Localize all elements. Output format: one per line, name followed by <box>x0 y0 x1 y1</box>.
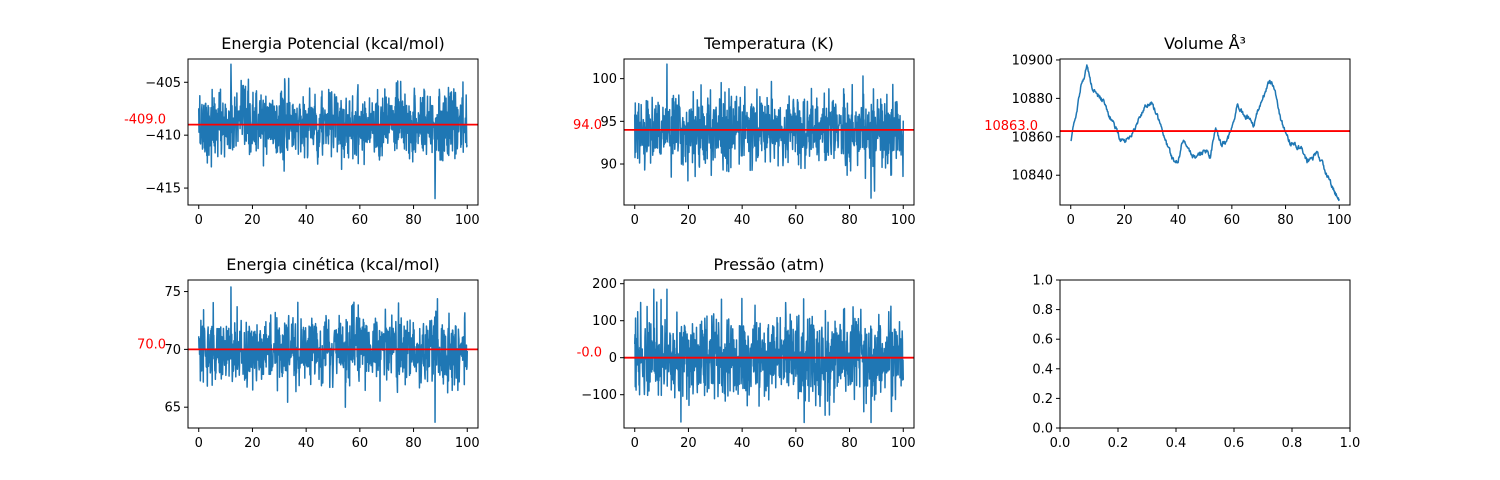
y-tick-label: 0.2 <box>1032 392 1053 407</box>
chart-panel-5: -0.0 0 20 40 60 80 100 −100 0 100 200 Pressão (atm) <box>577 255 916 451</box>
mean-label: -0.0 <box>577 346 602 361</box>
y-tick-label: 95 <box>600 115 617 130</box>
y-tick-label: 10840 <box>1012 169 1053 184</box>
x-tick-label: 100 <box>455 436 480 451</box>
x-tick-label: 60 <box>788 213 805 228</box>
y-tick-label: −100 <box>581 388 617 403</box>
x-tick-label: 80 <box>405 436 422 451</box>
x-tick-label: 0 <box>631 436 639 451</box>
x-tick-label: 40 <box>298 436 315 451</box>
y-tick-label: 100 <box>592 72 617 87</box>
axes-frame <box>623 58 915 206</box>
x-tick-label: 100 <box>1327 213 1352 228</box>
y-tick-label: 0.6 <box>1032 333 1053 348</box>
chart-panel-1: -409.0 0 20 40 60 80 100 −405 −410 −415 Energia Po… <box>124 34 480 228</box>
x-tick-label: 80 <box>841 213 858 228</box>
y-tick-label: 0.4 <box>1032 362 1053 377</box>
x-tick-label: 80 <box>405 213 422 228</box>
y-tick-label: 10900 <box>1012 53 1053 68</box>
y-tick-label: 75 <box>164 285 181 300</box>
axes-frame <box>187 279 479 429</box>
x-tick-label: 100 <box>455 213 480 228</box>
x-tick-label: 60 <box>352 213 369 228</box>
series-line <box>633 288 905 424</box>
x-tick-label: 20 <box>680 213 697 228</box>
chart-panel-2: 94.0 0 20 40 60 80 100 90 95 100 Temperatura (K) <box>573 34 916 228</box>
x-tick-label: 0.2 <box>1108 436 1129 451</box>
x-tick-label: 20 <box>244 436 261 451</box>
x-tick-label: 0 <box>195 436 203 451</box>
y-tick-label: 70 <box>164 343 181 358</box>
chart-title: Pressão (atm) <box>714 255 825 274</box>
x-tick-label: 60 <box>1224 213 1241 228</box>
series-line <box>1070 64 1340 202</box>
x-tick-label: 0 <box>195 213 203 228</box>
mean-label: 10863.0 <box>984 119 1038 134</box>
y-tick-label: −405 <box>145 76 181 91</box>
y-tick-label: 1.0 <box>1032 274 1053 289</box>
series-line <box>197 63 468 200</box>
chart-title: Temperatura (K) <box>703 34 834 53</box>
y-tick-label: 0.8 <box>1032 303 1053 318</box>
chart-title: Volume Å³ <box>1164 34 1246 53</box>
x-tick-label: 80 <box>1277 213 1294 228</box>
x-tick-label: 20 <box>1116 213 1133 228</box>
y-tick-label: −410 <box>145 129 181 144</box>
x-tick-label: 0 <box>631 213 639 228</box>
series-line <box>197 286 469 423</box>
x-tick-label: 0.6 <box>1224 436 1245 451</box>
axes-frame <box>187 58 479 206</box>
series-line <box>633 63 905 199</box>
y-tick-label: 90 <box>600 158 617 173</box>
x-tick-label: 20 <box>244 213 261 228</box>
y-tick-label: 65 <box>164 401 181 416</box>
y-tick-label: 100 <box>592 314 617 329</box>
x-tick-label: 0 <box>1067 213 1075 228</box>
x-tick-label: 100 <box>891 213 916 228</box>
x-tick-label: 60 <box>352 436 369 451</box>
chart-title: Energia Potencial (kcal/mol) <box>221 34 445 53</box>
x-tick-label: 80 <box>841 436 858 451</box>
mean-label: 94.0 <box>573 118 602 133</box>
axes-frame <box>1059 279 1351 429</box>
axes-frame <box>623 279 915 429</box>
x-tick-label: 40 <box>298 213 315 228</box>
x-tick-label: 60 <box>788 436 805 451</box>
x-tick-label: 40 <box>1170 213 1187 228</box>
x-tick-label: 20 <box>680 436 697 451</box>
x-tick-label: 0.8 <box>1282 436 1303 451</box>
chart-title: Energia cinética (kcal/mol) <box>226 255 440 274</box>
x-tick-label: 1.0 <box>1340 436 1361 451</box>
x-tick-label: 100 <box>891 436 916 451</box>
mean-label: 70.0 <box>137 337 166 352</box>
y-tick-label: 200 <box>592 277 617 292</box>
y-tick-label: 0.0 <box>1032 422 1053 437</box>
chart-panel-3: 10863.0 0 20 40 60 80 100 10840 10860 10880 10900 V… <box>984 34 1351 228</box>
chart-panel-4: 70.0 0 20 40 60 80 100 65 70 75 Energia cinética (… <box>137 255 480 451</box>
axes-frame <box>1059 58 1351 206</box>
y-tick-label: −415 <box>145 182 181 197</box>
y-tick-label: 0 <box>609 351 617 366</box>
y-tick-label: 10880 <box>1012 92 1053 107</box>
chart-panel-6: 0.0 0.2 0.4 0.6 0.8 1.0 0.0 0.2 0.4 0.6 0.8 1.0 <box>1032 274 1360 452</box>
y-tick-label: 10860 <box>1012 130 1053 145</box>
x-tick-label: 0.4 <box>1166 436 1187 451</box>
mean-label: -409.0 <box>124 113 166 128</box>
x-tick-label: 0.0 <box>1050 436 1071 451</box>
x-tick-label: 40 <box>734 213 751 228</box>
x-tick-label: 40 <box>734 436 751 451</box>
